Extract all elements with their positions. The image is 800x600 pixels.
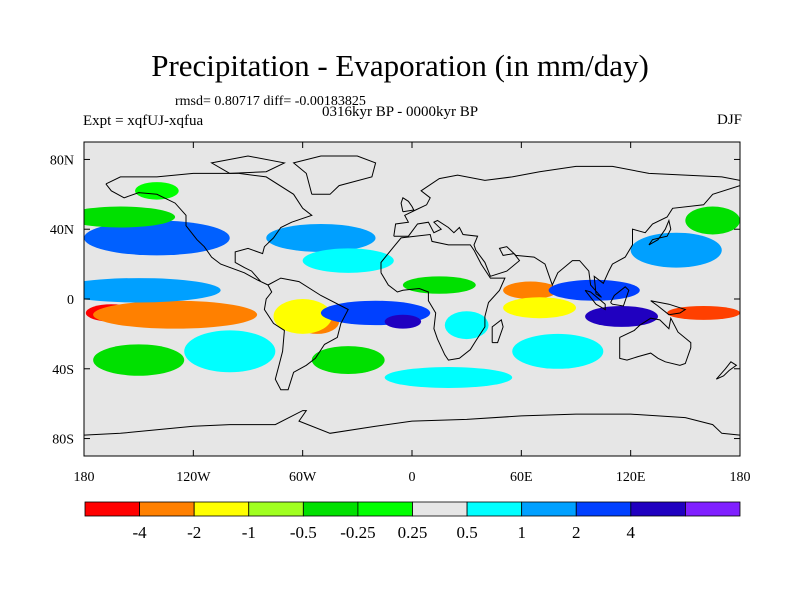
colorbar-label: 2 bbox=[572, 523, 581, 542]
coastline-north-america bbox=[105, 172, 313, 286]
y-tick-label: 80N bbox=[50, 153, 74, 168]
anomaly-north-pacific-green bbox=[84, 206, 176, 228]
anomaly-field bbox=[84, 182, 740, 388]
colorbar-swatch bbox=[412, 501, 468, 517]
colorbar-swatch bbox=[466, 501, 523, 517]
anomaly-south-pacific-green bbox=[93, 344, 185, 376]
x-tick-label: 60W bbox=[289, 470, 317, 485]
colorbar-label: 0.25 bbox=[398, 523, 428, 542]
x-tick-label: 120E bbox=[616, 470, 646, 485]
anomaly-amazon-yellow bbox=[273, 299, 332, 334]
coastline-uk bbox=[400, 197, 415, 213]
coastline-madagascar bbox=[491, 319, 504, 344]
x-tick-label: 0 bbox=[409, 470, 416, 485]
coastline-south-america bbox=[263, 277, 349, 391]
colorbar: -4 -2 -1 -0.5 -0.25 0.25 0.5 1 2 4 bbox=[84, 501, 741, 542]
anomaly-north-atlantic-cyan bbox=[302, 248, 394, 273]
coastline-borneo bbox=[610, 286, 630, 307]
colorbar-label: -1 bbox=[242, 523, 256, 542]
anomaly-south-atlantic-green bbox=[311, 346, 385, 375]
stats-line: rmsd= 0.80717 diff= -0.00183825 bbox=[175, 94, 366, 109]
colorbar-label: 4 bbox=[627, 523, 636, 542]
colorbar-swatch bbox=[575, 501, 632, 517]
x-tick-label: 60E bbox=[510, 470, 533, 485]
anomaly-kuroshio-green bbox=[685, 206, 740, 235]
colorbar-swatch bbox=[521, 501, 577, 517]
coastline-greenland bbox=[292, 155, 377, 195]
coastline-new-guinea bbox=[650, 300, 687, 316]
period-line: 0316kyr BP - 0000kyr BP bbox=[322, 104, 479, 120]
experiment-line: Expt = xqfUJ-xqfua bbox=[83, 113, 204, 129]
anomaly-pacific-itcz-wet bbox=[84, 278, 221, 303]
colorbar-swatch bbox=[139, 501, 195, 517]
colorbar-swatch bbox=[357, 501, 413, 517]
coastline-antarctica bbox=[84, 410, 740, 436]
colorbar-label: -2 bbox=[187, 523, 201, 542]
colorbar-label: 0.5 bbox=[456, 523, 477, 542]
anomaly-southern-africa bbox=[444, 311, 489, 340]
anomaly-pacific-equatorial-dry-band bbox=[93, 300, 258, 329]
anomaly-africa-sahel-green bbox=[402, 276, 476, 294]
coastline-japan bbox=[648, 218, 672, 246]
anomaly-south-atlantic-core bbox=[384, 314, 422, 329]
anomaly-southeast-pacific-cyan bbox=[184, 330, 276, 373]
anomaly-arabian-sea-dry bbox=[503, 281, 558, 299]
y-tick-label: 40N bbox=[50, 223, 74, 238]
y-tick-label: 0 bbox=[67, 293, 74, 308]
colorbar-label: -0.5 bbox=[290, 523, 317, 542]
y-tick-label: 40S bbox=[52, 363, 74, 378]
anomaly-northwest-pacific-wet bbox=[630, 232, 722, 268]
coastlines bbox=[84, 155, 740, 436]
colorbar-swatch bbox=[84, 501, 140, 517]
anomaly-maritime-continent-wet bbox=[585, 305, 658, 327]
colorbar-swatch bbox=[630, 501, 686, 517]
colorbar-swatch bbox=[302, 501, 359, 517]
x-tick-label: 120W bbox=[176, 470, 211, 485]
colorbar-swatch bbox=[685, 501, 741, 517]
x-tick-label: 180 bbox=[74, 470, 95, 485]
anomaly-south-indian-cyan bbox=[512, 333, 604, 369]
colorbar-label: 1 bbox=[517, 523, 526, 542]
coastline-eurasia bbox=[393, 165, 740, 298]
season-label: DJF bbox=[716, 112, 742, 128]
anomaly-north-pacific-wet bbox=[84, 220, 230, 256]
colorbar-label: -4 bbox=[133, 523, 148, 542]
colorbar-label: -0.25 bbox=[340, 523, 375, 542]
anomaly-gulf-of-alaska bbox=[135, 182, 179, 200]
x-tick-label: 180 bbox=[730, 470, 751, 485]
y-tick-label: 80S bbox=[52, 433, 74, 448]
anomaly-southern-ocean-cyan bbox=[384, 367, 513, 388]
coastline-arctic-islands bbox=[210, 155, 286, 174]
coastline-sumatra bbox=[584, 289, 606, 311]
anomaly-north-atlantic-wet bbox=[266, 223, 376, 252]
y-axis: 80N 40N 0 40S 80S bbox=[50, 153, 740, 448]
coastline-australia bbox=[619, 316, 692, 366]
colorbar-swatch bbox=[248, 501, 304, 517]
x-axis: 180 120W 60W 0 60E 120E 180 bbox=[74, 142, 751, 485]
anomaly-bay-of-bengal-wet bbox=[548, 279, 640, 301]
coastline-new-zealand bbox=[715, 361, 738, 380]
colorbar-swatch bbox=[193, 501, 250, 517]
map-title: Precipitation - Evaporation (in mm/day) bbox=[151, 48, 649, 83]
coastline-africa bbox=[380, 233, 506, 361]
anomaly-indian-ocean-yellow bbox=[503, 297, 576, 319]
